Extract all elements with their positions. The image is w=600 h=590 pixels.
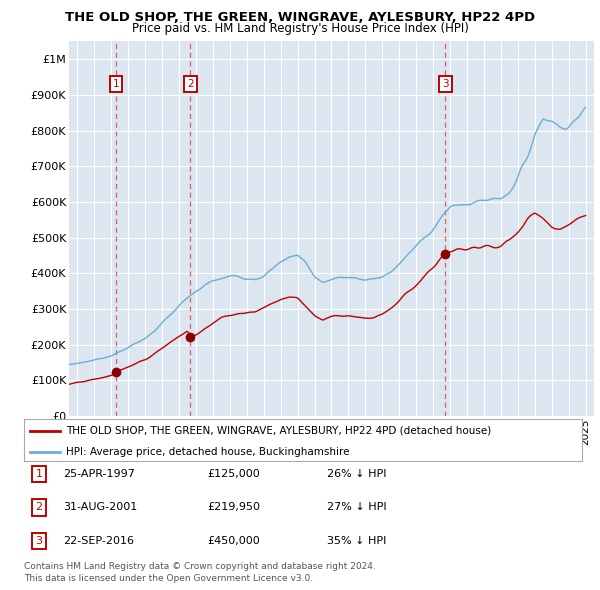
Text: £125,000: £125,000 <box>207 469 260 478</box>
Text: 35% ↓ HPI: 35% ↓ HPI <box>327 536 386 546</box>
Text: HPI: Average price, detached house, Buckinghamshire: HPI: Average price, detached house, Buck… <box>66 447 349 457</box>
Text: THE OLD SHOP, THE GREEN, WINGRAVE, AYLESBURY, HP22 4PD (detached house): THE OLD SHOP, THE GREEN, WINGRAVE, AYLES… <box>66 426 491 436</box>
Text: 3: 3 <box>442 79 449 89</box>
Text: £219,950: £219,950 <box>207 503 260 512</box>
Text: THE OLD SHOP, THE GREEN, WINGRAVE, AYLESBURY, HP22 4PD: THE OLD SHOP, THE GREEN, WINGRAVE, AYLES… <box>65 11 535 24</box>
Text: Price paid vs. HM Land Registry's House Price Index (HPI): Price paid vs. HM Land Registry's House … <box>131 22 469 35</box>
Text: 3: 3 <box>35 536 43 546</box>
Text: 22-SEP-2016: 22-SEP-2016 <box>63 536 134 546</box>
Text: 1: 1 <box>113 79 119 89</box>
Text: 2: 2 <box>35 503 43 512</box>
Text: Contains HM Land Registry data © Crown copyright and database right 2024.: Contains HM Land Registry data © Crown c… <box>24 562 376 571</box>
Text: 1: 1 <box>35 469 43 478</box>
Text: This data is licensed under the Open Government Licence v3.0.: This data is licensed under the Open Gov… <box>24 573 313 583</box>
Text: 31-AUG-2001: 31-AUG-2001 <box>63 503 137 512</box>
Text: 2: 2 <box>187 79 194 89</box>
Text: 26% ↓ HPI: 26% ↓ HPI <box>327 469 386 478</box>
Text: 27% ↓ HPI: 27% ↓ HPI <box>327 503 386 512</box>
Text: 25-APR-1997: 25-APR-1997 <box>63 469 135 478</box>
Text: £450,000: £450,000 <box>207 536 260 546</box>
